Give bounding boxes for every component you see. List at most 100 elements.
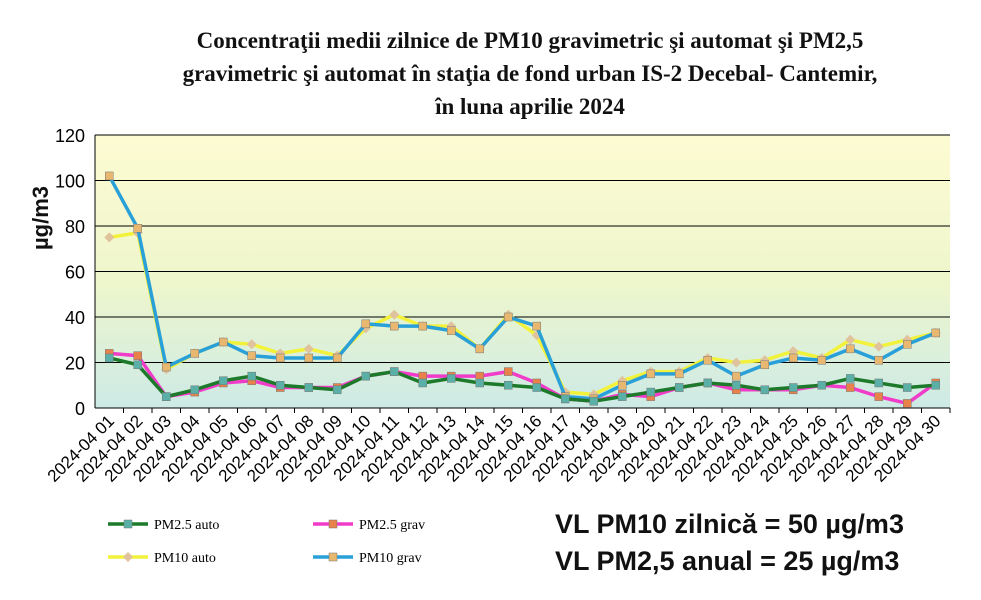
legend-entry: PM2.5 grav — [313, 518, 425, 533]
data-point — [133, 351, 142, 360]
data-point — [190, 385, 199, 395]
y-tick-label: 100 — [55, 172, 85, 192]
data-point — [532, 383, 541, 392]
y-tick-label: 120 — [55, 126, 85, 146]
data-point — [789, 353, 798, 363]
legend-entry: PM10 auto — [108, 551, 216, 566]
data-point — [732, 381, 741, 390]
data-point — [133, 224, 142, 233]
y-tick-label: 40 — [65, 308, 85, 328]
series-pm2-5-auto — [105, 353, 940, 406]
data-point — [703, 355, 712, 365]
data-point — [361, 319, 370, 329]
legend-label: PM10 grav — [359, 551, 422, 566]
data-point — [475, 344, 484, 354]
data-point — [873, 341, 884, 352]
data-point — [788, 346, 799, 357]
data-point — [931, 381, 940, 390]
data-point — [675, 383, 684, 392]
y-axis-label: µg/m3 — [28, 186, 53, 250]
data-point — [874, 378, 883, 388]
data-point — [247, 351, 256, 360]
data-point — [903, 383, 912, 392]
data-point — [903, 340, 912, 349]
data-point — [104, 232, 115, 243]
series-line — [107, 175, 937, 401]
series-line — [109, 351, 937, 406]
data-point — [561, 394, 570, 404]
data-point — [846, 383, 855, 392]
data-point — [361, 371, 370, 381]
data-point — [447, 374, 456, 383]
data-point — [219, 337, 228, 347]
data-point — [646, 387, 655, 397]
data-point — [447, 326, 456, 335]
data-point — [618, 381, 627, 390]
legend-marker — [123, 552, 133, 562]
data-point — [874, 355, 883, 365]
data-point — [276, 381, 285, 390]
data-point — [304, 353, 313, 363]
data-point — [760, 360, 769, 370]
data-point — [789, 383, 798, 392]
data-point — [874, 392, 883, 401]
data-point — [418, 321, 427, 331]
data-point — [532, 321, 541, 331]
data-point — [418, 378, 427, 388]
data-point — [504, 367, 513, 376]
legend-marker — [328, 552, 338, 562]
data-point — [219, 376, 228, 385]
y-tick-label: 0 — [75, 399, 85, 419]
data-point — [390, 367, 399, 376]
data-point — [162, 362, 171, 372]
data-point — [589, 396, 598, 406]
data-point — [817, 381, 826, 390]
data-point — [475, 378, 484, 388]
data-point — [303, 343, 314, 354]
legend-label: PM2.5 grav — [359, 518, 425, 533]
data-point — [846, 344, 855, 354]
data-point — [247, 371, 256, 381]
legend-entry: PM10 grav — [313, 551, 422, 566]
data-point — [276, 353, 285, 363]
chart-title: Concentraţii medii zilnice de PM10 gravi… — [0, 24, 981, 123]
data-point — [931, 328, 940, 338]
data-point — [190, 349, 199, 358]
legend-entry: PM2.5 auto — [108, 518, 219, 533]
data-point — [731, 357, 742, 368]
data-point — [817, 355, 826, 365]
series-pm10-grav — [105, 171, 940, 404]
data-point — [162, 392, 171, 401]
data-point — [760, 385, 769, 395]
data-point — [845, 334, 856, 345]
legend-marker — [328, 519, 338, 529]
data-point — [246, 339, 257, 350]
data-point — [703, 378, 712, 388]
data-point — [390, 321, 399, 331]
data-point — [504, 381, 513, 390]
data-point — [675, 369, 684, 379]
data-point — [105, 171, 114, 181]
data-point — [646, 369, 655, 379]
data-point — [903, 399, 912, 408]
chart-title-line-2: gravimetric şi automat în staţia de fond… — [182, 61, 878, 86]
chart-title-line-3: în luna aprilie 2024 — [435, 94, 625, 119]
gridlines — [95, 134, 950, 363]
data-point — [105, 353, 114, 363]
chart-title-line-1: Concentraţii medii zilnice de PM10 gravi… — [196, 28, 864, 53]
data-point — [333, 385, 342, 395]
data-point — [732, 371, 741, 381]
data-point — [133, 360, 142, 370]
data-point — [304, 383, 313, 392]
legend: PM2.5 auto PM2.5 grav PM10 auto PM10 grav — [108, 518, 425, 566]
data-point — [389, 309, 400, 320]
legend-label: PM2.5 auto — [154, 518, 219, 533]
data-point — [618, 392, 627, 401]
data-point — [504, 312, 513, 322]
legend-label: PM10 auto — [154, 551, 216, 566]
series-line — [108, 231, 937, 397]
series-layer — [104, 171, 941, 408]
data-point — [846, 374, 855, 383]
